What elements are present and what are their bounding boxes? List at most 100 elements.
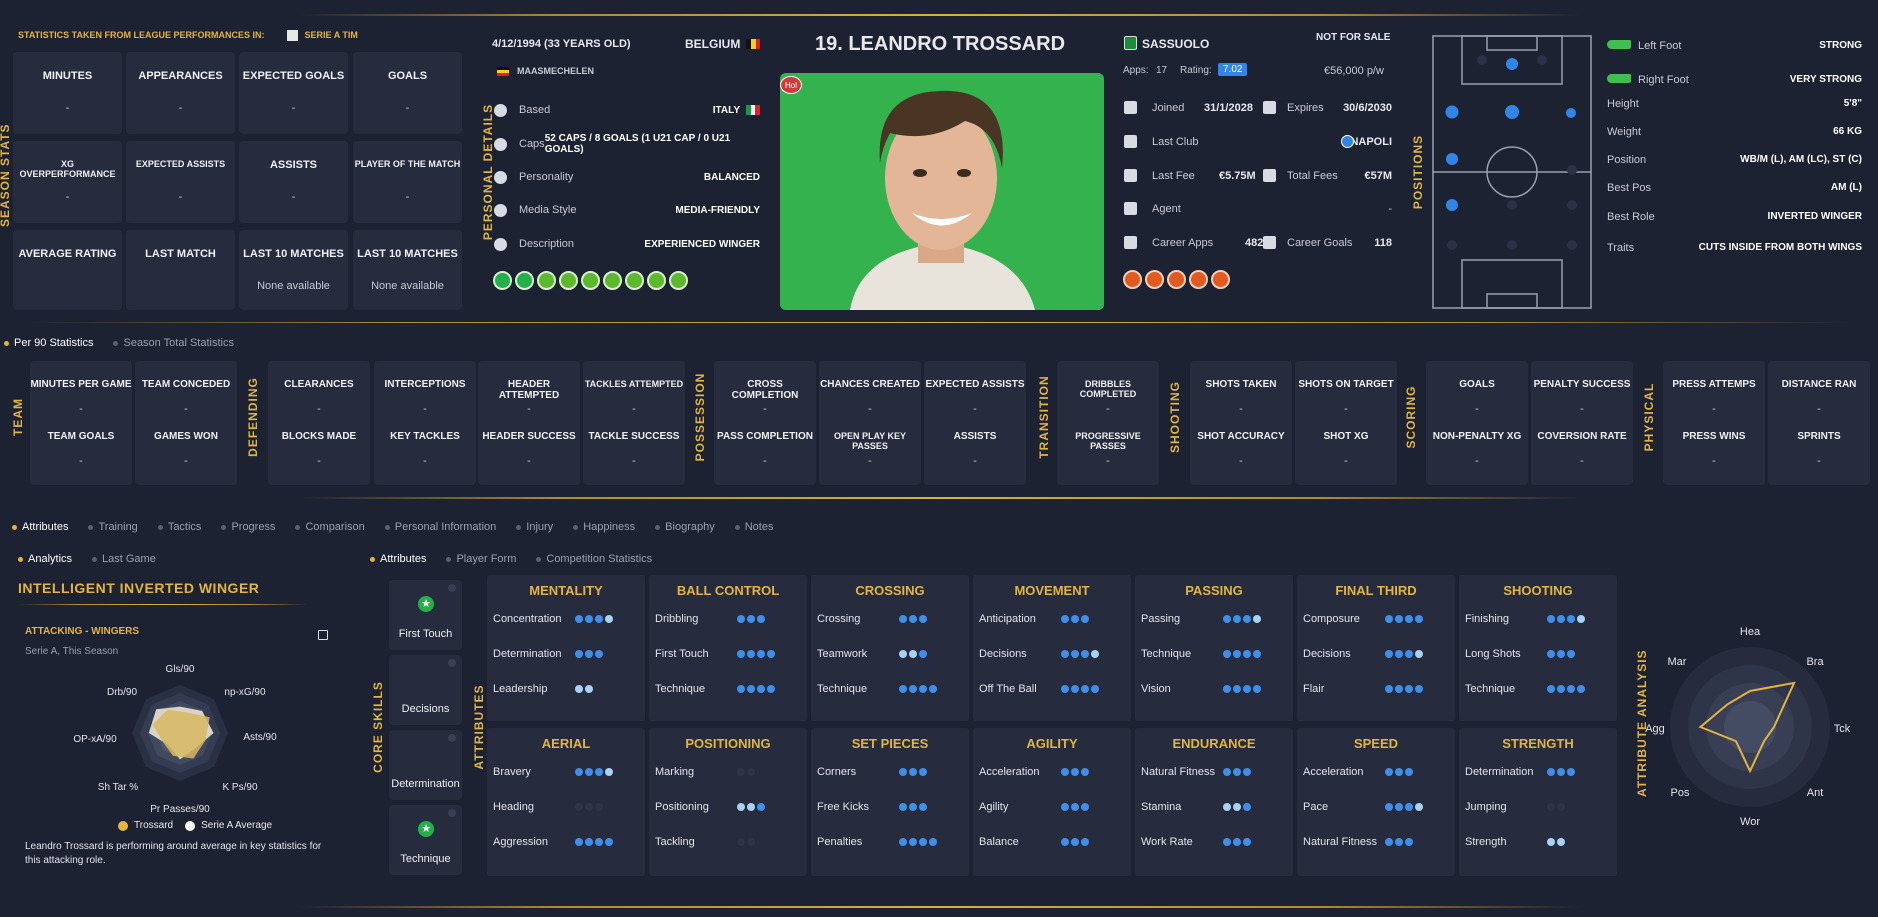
tab-happiness[interactable]: Happiness [573, 521, 635, 533]
rating-pip [1091, 650, 1099, 658]
attribute-row[interactable]: Natural Fitness [1141, 766, 1287, 778]
core-skill-card[interactable]: ★ First Touch [389, 580, 462, 650]
attribute-row[interactable]: Natural Fitness [1303, 836, 1449, 848]
attribute-row[interactable]: Off The Ball [979, 683, 1125, 695]
trait-badge-icon[interactable] [493, 271, 512, 290]
attribute-row[interactable]: Long Shots [1465, 648, 1611, 660]
league-name[interactable]: SERIE A TIM [304, 30, 358, 40]
attribute-rating [1385, 615, 1425, 623]
award-badge-icon[interactable] [1123, 270, 1142, 289]
tab-injury[interactable]: Injury [516, 521, 553, 533]
attribute-row[interactable]: Agility [979, 801, 1125, 813]
attribute-row[interactable]: Strength [1465, 836, 1611, 848]
attribute-row[interactable]: Technique [655, 683, 801, 695]
legend-dot-trossard [118, 820, 128, 831]
tab-personal-information[interactable]: Personal Information [384, 521, 496, 533]
attribute-row[interactable]: Balance [979, 836, 1125, 848]
tab-notes[interactable]: Notes [734, 521, 773, 533]
attribute-row[interactable]: Corners [817, 766, 963, 778]
tab-biography[interactable]: Biography [655, 521, 715, 533]
trait-badge-icon[interactable] [669, 271, 688, 290]
tab-analytics[interactable]: Analytics [18, 553, 72, 565]
stat-card-value: - [1239, 455, 1243, 467]
attribute-row[interactable]: First Touch [655, 648, 801, 660]
award-badge-icon[interactable] [1211, 270, 1230, 289]
attribute-row[interactable]: Jumping [1465, 801, 1611, 813]
attribute-row[interactable]: Bravery [493, 766, 639, 778]
attribute-row[interactable]: Free Kicks [817, 801, 963, 813]
trait-badge-icon[interactable] [537, 271, 556, 290]
tab-comparison[interactable]: Comparison [295, 521, 365, 533]
attribute-row[interactable]: Work Rate [1141, 836, 1287, 848]
attribute-row[interactable]: Concentration [493, 613, 639, 625]
award-badge-icon[interactable] [1189, 270, 1208, 289]
attribute-row[interactable]: Composure [1303, 613, 1449, 625]
info-value[interactable]: CUTS INSIDE FROM BOTH WINGS [1698, 242, 1862, 253]
attribute-row[interactable]: Decisions [979, 648, 1125, 660]
attribute-row[interactable]: Flair [1303, 683, 1449, 695]
attribute-row[interactable]: Technique [1465, 683, 1611, 695]
tab-player-form[interactable]: Player Form [446, 553, 516, 565]
stat-card-value: - [1817, 455, 1821, 467]
attribute-row[interactable]: Crossing [817, 613, 963, 625]
attribute-name: Penalties [817, 836, 863, 848]
attribute-row[interactable]: Technique [1141, 648, 1287, 660]
core-skill-card[interactable]: Decisions [389, 655, 462, 725]
club-row-label: Joined [1152, 102, 1185, 114]
pizza-axis-label: Gls/90 [166, 664, 195, 675]
attribute-row[interactable]: Marking [655, 766, 801, 778]
foot-value: STRONG [1819, 40, 1862, 51]
attribute-row[interactable]: Dribbling [655, 613, 801, 625]
attribute-row[interactable]: Positioning [655, 801, 801, 813]
trait-badge-icon[interactable] [559, 271, 578, 290]
attribute-row[interactable]: Finishing [1465, 613, 1611, 625]
attribute-row[interactable]: Penalties [817, 836, 963, 848]
attribute-row[interactable]: Determination [493, 648, 639, 660]
attribute-row[interactable]: Determination [1465, 766, 1611, 778]
attribute-row[interactable]: Technique [817, 683, 963, 695]
attribute-row[interactable]: Leadership [493, 683, 639, 695]
attribute-row[interactable]: Vision [1141, 683, 1287, 695]
attribute-row[interactable]: Heading [493, 801, 639, 813]
core-skill-card[interactable]: ★ Technique [389, 805, 462, 875]
club-name[interactable]: SASSUOLO [1142, 37, 1210, 51]
attribute-row[interactable]: Teamwork [817, 648, 963, 660]
personal-row-right: EXPERIENCED WINGER [644, 239, 760, 250]
tab-attributes[interactable]: Attributes [12, 521, 68, 533]
trait-badge-icon[interactable] [581, 271, 600, 290]
player-nation[interactable]: BELGIUM [685, 37, 761, 51]
core-skill-card[interactable]: Determination [389, 730, 462, 800]
foot-value: VERY STRONG [1789, 74, 1862, 85]
award-badge-icon[interactable] [1167, 270, 1186, 289]
rating-pip [595, 768, 603, 776]
attribute-row[interactable]: Acceleration [979, 766, 1125, 778]
attribute-row[interactable]: Anticipation [979, 613, 1125, 625]
attribute-row[interactable]: Stamina [1141, 801, 1287, 813]
hol-badge[interactable]: Hol [780, 76, 802, 94]
tab-training[interactable]: Training [88, 521, 138, 533]
apps-value: 17 [1156, 65, 1168, 76]
attribute-rating [1547, 685, 1587, 693]
attribute-card-title: MOVEMENT [1014, 583, 1090, 598]
trait-badge-icon[interactable] [515, 271, 534, 290]
attribute-row[interactable]: Decisions [1303, 648, 1449, 660]
tab-season-total-statistics[interactable]: Season Total Statistics [113, 337, 234, 349]
tab-last-game[interactable]: Last Game [92, 553, 156, 565]
trait-badge-icon[interactable] [647, 271, 666, 290]
award-badge-icon[interactable] [1145, 270, 1164, 289]
attribute-row[interactable]: Pace [1303, 801, 1449, 813]
tab-progress[interactable]: Progress [221, 521, 275, 533]
attribute-row[interactable]: Acceleration [1303, 766, 1449, 778]
expand-icon[interactable] [318, 630, 328, 640]
trait-badge-icon[interactable] [603, 271, 622, 290]
tab-tactics[interactable]: Tactics [157, 521, 201, 533]
attribute-row[interactable]: Tackling [655, 836, 801, 848]
tab-competition-statistics[interactable]: Competition Statistics [536, 553, 652, 565]
club-row-value-right[interactable]: NAPOLI [1350, 136, 1392, 148]
attribute-row[interactable]: Aggression [493, 836, 639, 848]
tab-per-90-statistics[interactable]: Per 90 Statistics [4, 337, 93, 349]
attribute-row[interactable]: Passing [1141, 613, 1287, 625]
trait-badge-icon[interactable] [625, 271, 644, 290]
tab-attributes[interactable]: Attributes [370, 553, 426, 565]
rating-pip [1223, 615, 1231, 623]
